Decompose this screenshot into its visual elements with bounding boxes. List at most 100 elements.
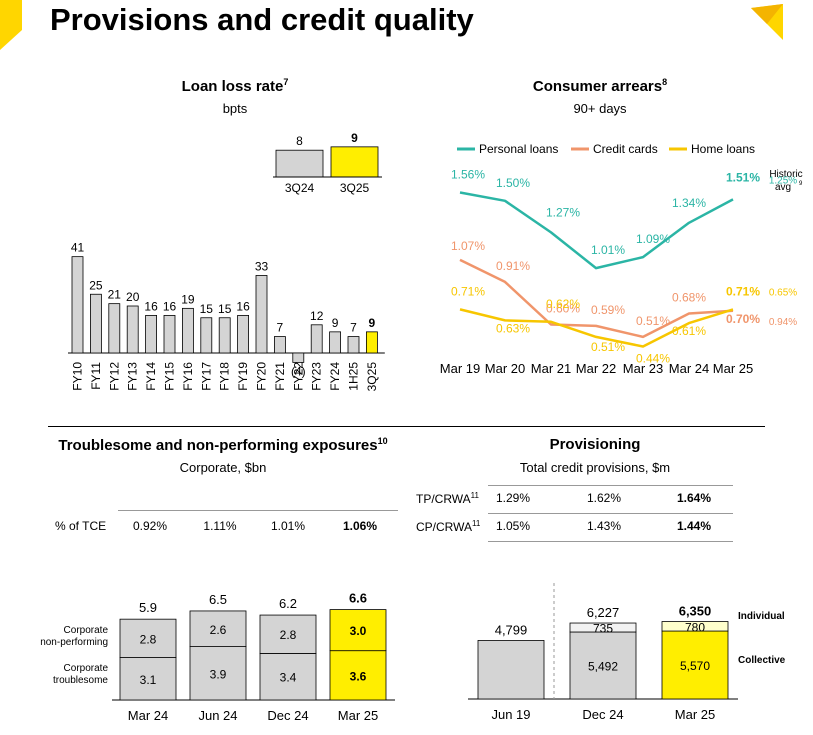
brand-logo-icon	[751, 4, 783, 40]
series-value-label-cards: 1.07%	[451, 239, 485, 253]
series-value-label-home: 0.61%	[672, 324, 706, 338]
loss-rate-value-label: 16	[163, 299, 177, 313]
series-value-label-cards: 0.59%	[591, 303, 625, 317]
provisioning-row-label: CP/CRWA11	[416, 519, 481, 534]
arrears-tick-label: Mar 25	[713, 361, 753, 376]
individual-bar-segment	[569, 622, 637, 633]
section-divider	[48, 426, 765, 427]
loss-rate-bar	[255, 275, 268, 354]
loss-rate-value-label: 20	[126, 290, 140, 304]
inset-bar	[275, 149, 324, 178]
series-value-label-personal: 1.51%	[726, 170, 760, 184]
loss-rate-bar	[273, 336, 286, 354]
troublesome-tick-label: Mar 24	[128, 708, 168, 723]
loss-rate-value-label: 7	[277, 321, 284, 335]
nonperforming-bar-segment	[329, 609, 387, 652]
troublesome-chart: 3.1 2.8 5.9 Mar 24 3.9 2.6 6.5 Jun 24 3.4 2.8 6.2 D…	[40, 591, 395, 723]
individual-bar-segment	[661, 621, 729, 632]
troublesome-total-label: 6.6	[349, 591, 367, 606]
tce-value: 1.01%	[270, 519, 306, 533]
provisioning-rule	[488, 541, 733, 542]
loss-rate-value-label: 16	[144, 299, 158, 313]
legend-individual: Individual	[738, 611, 785, 622]
loss-rate-value-label: 12	[310, 309, 324, 323]
nonperforming-value-label: 3.0	[350, 624, 367, 638]
provisioning-total-label: 6,350	[679, 604, 712, 619]
loss-rate-bar	[292, 352, 305, 363]
loss-rate-tick-label: FY15	[163, 362, 177, 391]
inset-tick-label: 3Q25	[340, 181, 370, 195]
loss-rate-bar	[310, 324, 323, 354]
loss-rate-tick-label: FY18	[218, 362, 232, 391]
troublesome-value-label: 3.4	[280, 671, 297, 685]
provisioning-ratio-value: 1.44%	[676, 519, 712, 533]
troublesome-value-label: 3.1	[140, 673, 157, 687]
loss-rate-value-label: 15	[218, 302, 232, 316]
loss-rate-tick-label: 1H25	[347, 362, 361, 391]
individual-value-label: 735	[593, 622, 613, 636]
troublesome-total-label: 6.5	[209, 592, 227, 607]
loss-rate-bar	[126, 305, 139, 354]
loss-rate-tick-label: 3Q25	[365, 362, 379, 392]
provisioning-rule	[488, 513, 733, 514]
historic-avg-value-home: 0.65%	[769, 287, 797, 298]
series-value-label-personal: 1.34%	[672, 196, 706, 210]
loss-rate-value-label: 16	[236, 299, 250, 313]
loss-rate-bar	[329, 331, 342, 354]
provisioning-total-label: 4,799	[495, 622, 528, 637]
troublesome-tick-label: Jun 24	[198, 708, 237, 723]
tce-rule	[118, 510, 398, 511]
series-label-nonperforming: non-performing	[40, 637, 108, 648]
arrears-tick-label: Mar 22	[576, 361, 616, 376]
individual-value-label: 780	[685, 620, 705, 634]
arrears-chart: Personal loans Credit cards Home loans Hist…	[440, 142, 803, 376]
series-label-nonperforming: Corporate	[64, 625, 109, 636]
loss-rate-tick-label: FY12	[107, 362, 121, 391]
provisioning-subtitle: Total credit provisions, $m	[519, 460, 671, 475]
loss-rate-bar	[163, 314, 176, 354]
loss-rate-tick-label: FY13	[126, 362, 140, 391]
loss-rate-bar	[365, 331, 378, 354]
loss-rate-value-label: 33	[255, 259, 269, 273]
nonperforming-bar-segment	[189, 610, 247, 647]
loss-rate-tick-label: FY21	[273, 362, 287, 391]
series-value-label-personal: 1.01%	[591, 243, 625, 257]
historic-avg-label2: avg	[775, 182, 791, 193]
tce-value: 1.11%	[203, 519, 237, 533]
series-value-label-personal: 1.50%	[496, 176, 530, 190]
arrears-tick-label: Mar 23	[623, 361, 663, 376]
loss-rate-bar	[108, 303, 121, 354]
troublesome-bar-segment	[119, 657, 177, 701]
series-value-label-personal: 1.56%	[451, 168, 485, 182]
series-value-label-home: 0.51%	[591, 340, 625, 354]
troublesome-bar-segment	[329, 650, 387, 701]
troublesome-value-label: 3.9	[210, 667, 227, 681]
troublesome-total-label: 6.2	[279, 596, 297, 611]
series-value-label-cards: 0.68%	[672, 291, 706, 305]
arrears-tick-label: Mar 24	[669, 361, 709, 376]
loss-rate-tick-label: FY24	[328, 362, 342, 391]
inset-bar	[330, 146, 379, 178]
loss-rate-subtitle: bpts	[222, 101, 248, 116]
provisioning-ratio-value: 1.64%	[676, 491, 712, 505]
provisioning-tick-label: Dec 24	[582, 707, 623, 722]
inset-value-label: 9	[351, 131, 358, 145]
historic-avg-value-personal: 1.25%	[769, 175, 797, 186]
loss-rate-value-label: 9	[369, 316, 376, 330]
troublesome-value-label: 3.6	[350, 669, 367, 683]
loss-rate-bar	[237, 314, 250, 354]
loss-rate-bar	[145, 314, 157, 354]
collective-bar-segment	[477, 640, 545, 700]
loss-rate-bar	[218, 317, 231, 354]
series-value-label-home: 0.62%	[546, 297, 580, 311]
loss-rate-bar	[347, 336, 360, 354]
historic-avg-label: Historic	[769, 169, 802, 180]
loss-rate-title: Loan loss rate7	[181, 77, 289, 95]
series-value-label-cards: 0.91%	[496, 259, 530, 273]
collective-bar-segment	[661, 630, 729, 700]
loss-rate-value-label: 41	[71, 241, 85, 255]
legend-label: Credit cards	[593, 142, 658, 156]
series-value-label-home: 0.71%	[726, 284, 760, 298]
nonperforming-bar-segment	[119, 618, 177, 658]
series-value-label-personal: 1.27%	[546, 205, 580, 219]
